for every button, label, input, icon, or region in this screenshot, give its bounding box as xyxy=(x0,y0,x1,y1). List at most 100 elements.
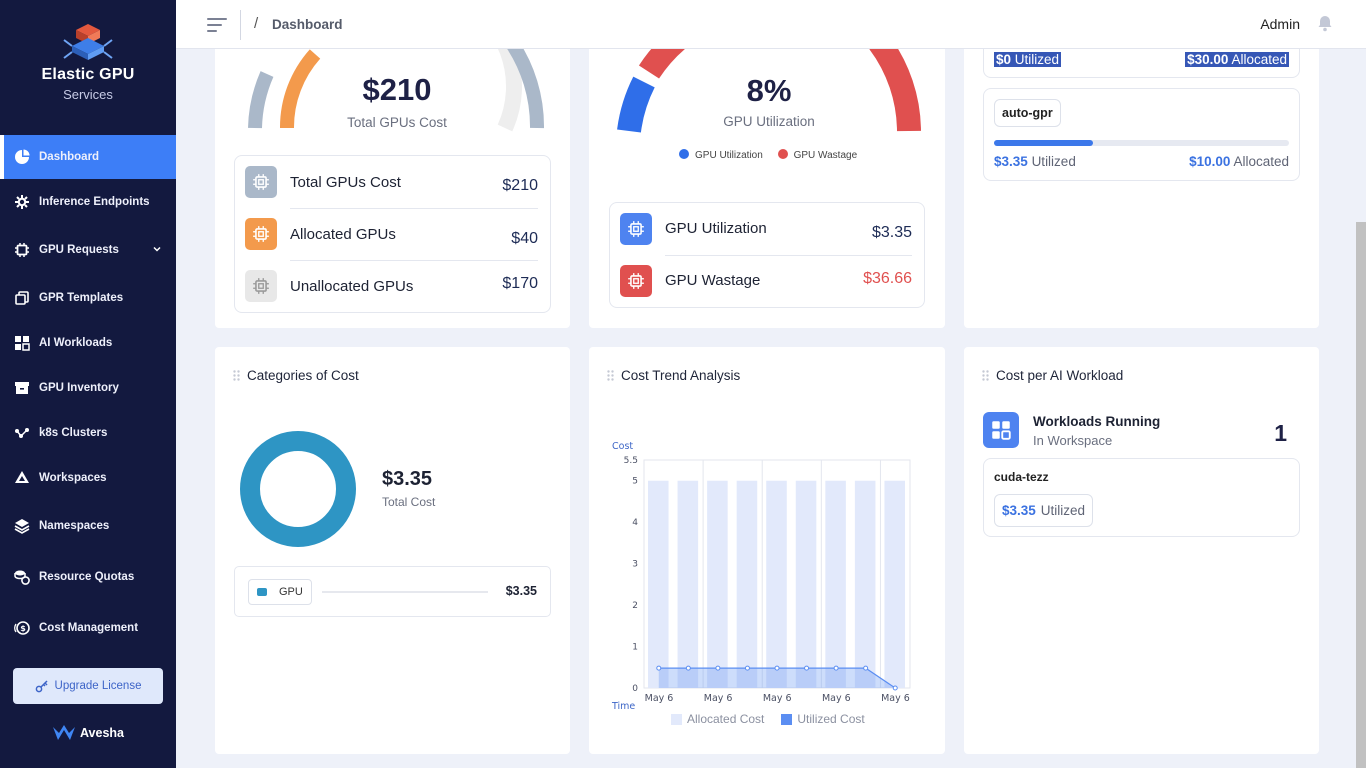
cluster-icon xyxy=(13,424,31,442)
category-value: $3.35 xyxy=(505,584,537,598)
row-label: Allocated GPUs xyxy=(290,226,396,243)
user-name[interactable]: Admin xyxy=(1260,16,1300,32)
sidebar-item-workspaces[interactable]: Workspaces xyxy=(0,456,176,500)
sidebar-item-cost-management[interactable]: $ Cost Management xyxy=(0,606,176,650)
allocated-bar xyxy=(677,480,699,688)
sidebar-item-label: AI Workloads xyxy=(39,337,113,349)
cost-per-workload-card: Cost per AI Workload Workloads Running I… xyxy=(964,347,1319,754)
total-cost-value: $210 xyxy=(362,72,432,107)
allocated-bar xyxy=(766,480,787,688)
card-title: Cost per AI Workload xyxy=(982,368,1123,383)
bell-icon[interactable] xyxy=(1316,14,1334,32)
topbar-divider xyxy=(240,10,241,40)
avesha-brand: Avesha xyxy=(0,724,176,742)
sidebar-item-gpr-templates[interactable]: GPR Templates xyxy=(0,276,176,320)
x-tick-label: May 6 xyxy=(822,693,851,704)
allocated-bar xyxy=(825,480,846,688)
sidebar-item-label: Cost Management xyxy=(39,622,139,634)
legend-label-allocated[interactable]: Allocated Cost xyxy=(687,712,765,726)
chevron-down-icon[interactable] xyxy=(152,244,162,254)
card-title-label: Cost Trend Analysis xyxy=(621,368,741,383)
utilized-point xyxy=(833,665,839,671)
workloads-running-title: Workloads Running xyxy=(1033,414,1161,429)
utilized-point xyxy=(863,665,869,671)
brand-title: Elastic GPU xyxy=(41,66,135,83)
allocated-bar xyxy=(795,480,817,688)
sidebar-item-gpu-requests[interactable]: GPU Requests xyxy=(0,228,176,272)
chart-area xyxy=(656,665,898,691)
x-tick-label: May 6 xyxy=(763,693,792,704)
y-tick-label: 3 xyxy=(632,560,638,570)
drag-handle-icon[interactable] xyxy=(982,370,989,381)
utilized-area xyxy=(658,668,896,688)
money-icon: $ xyxy=(13,619,31,637)
list-item: GPU Wastage $36.66 xyxy=(610,255,926,307)
chart-legend: Allocated Cost Utilized Cost xyxy=(671,712,865,726)
chip-icon xyxy=(245,218,277,250)
total-cost-value: $3.35 xyxy=(382,468,433,490)
sidebar-item-resource-quotas[interactable]: Resource Quotas xyxy=(0,555,176,599)
sidebar-item-k8s-clusters[interactable]: k8s Clusters xyxy=(0,411,176,455)
row-value: $210 xyxy=(502,177,538,194)
utilized-point xyxy=(744,665,750,671)
page-scrollbar[interactable] xyxy=(1356,222,1366,768)
sidebar-item-label: GPR Templates xyxy=(39,292,124,304)
sidebar-item-label: Workspaces xyxy=(39,472,107,484)
utilization-value: 8% xyxy=(746,73,792,108)
avesha-logo-icon xyxy=(52,725,75,740)
pie-chart-icon xyxy=(13,148,31,166)
inbox-icon xyxy=(13,379,31,397)
gpr-utilized: $3.35 Utilized xyxy=(994,154,1076,169)
category-bar xyxy=(322,591,488,593)
y-tick-label: 2 xyxy=(632,601,638,611)
cube-icon xyxy=(13,469,31,487)
legend-label-utilized[interactable]: Utilized Cost xyxy=(797,712,865,726)
allocated-bar xyxy=(648,480,669,688)
sidebar-item-namespaces[interactable]: Namespaces xyxy=(0,504,176,548)
utilized-label: Utilized xyxy=(1014,52,1060,67)
sidebar-item-inference-endpoints[interactable]: Inference Endpoints xyxy=(0,180,176,224)
utilized-value: $0 xyxy=(996,52,1012,67)
brand: Elastic GPU Services xyxy=(0,22,176,102)
sidebar-item-ai-workloads[interactable]: AI Workloads xyxy=(0,321,176,365)
utilized-point xyxy=(774,665,780,671)
x-tick-label: May 6 xyxy=(881,693,910,704)
workload-name: cuda-tezz xyxy=(994,470,1049,484)
row-label: GPU Wastage xyxy=(665,272,761,289)
gpr-progress-track xyxy=(994,140,1289,146)
total-cost-caption: Total GPUs Cost xyxy=(347,115,447,130)
upgrade-license-button[interactable]: Upgrade License xyxy=(13,668,163,704)
chip-icon xyxy=(13,241,31,259)
gpr-name-tag: auto-gpr xyxy=(994,99,1061,127)
list-item: Total GPUs Cost $210 xyxy=(235,156,552,208)
drag-handle-icon[interactable] xyxy=(607,370,614,381)
cost-gauge xyxy=(248,40,545,132)
layers-icon xyxy=(13,517,31,535)
grid-icon xyxy=(13,334,31,352)
row-value: $40 xyxy=(511,230,538,247)
menu-toggle-icon[interactable] xyxy=(206,15,228,35)
sidebar-item-label: Resource Quotas xyxy=(39,571,135,583)
workloads-running-sub: In Workspace xyxy=(1033,433,1113,448)
utilized-value: $3.35 xyxy=(994,154,1028,169)
allocated-label: Allocated xyxy=(1233,154,1289,169)
sidebar-item-dashboard[interactable]: Dashboard xyxy=(0,135,176,179)
y-tick-label: 0 xyxy=(632,684,638,694)
workload-item[interactable]: cuda-tezz $3.35 Utilized xyxy=(983,458,1300,537)
row-label: GPU Utilization xyxy=(665,220,767,237)
drag-handle-icon[interactable] xyxy=(233,370,240,381)
chip-icon xyxy=(620,265,652,297)
sidebar-item-gpu-inventory[interactable]: GPU Inventory xyxy=(0,366,176,410)
gpr-item[interactable]: auto-gpr $3.35 Utilized $10.00 Allocated xyxy=(983,88,1300,181)
allocated-bar xyxy=(736,480,758,688)
list-item: Unallocated GPUs $170 xyxy=(235,260,552,312)
coins-icon xyxy=(13,568,31,586)
row-value: $3.35 xyxy=(871,224,912,241)
chip-icon xyxy=(245,270,277,302)
sidebar-item-label: Dashboard xyxy=(39,151,100,163)
utilization-breakdown-list: GPU Utilization $3.35 GPU Wastage $36.66 xyxy=(609,202,925,308)
gear-network-icon xyxy=(13,193,31,211)
utilized-point xyxy=(804,665,810,671)
category-label: GPU xyxy=(279,586,303,598)
category-chip: GPU xyxy=(248,579,312,605)
